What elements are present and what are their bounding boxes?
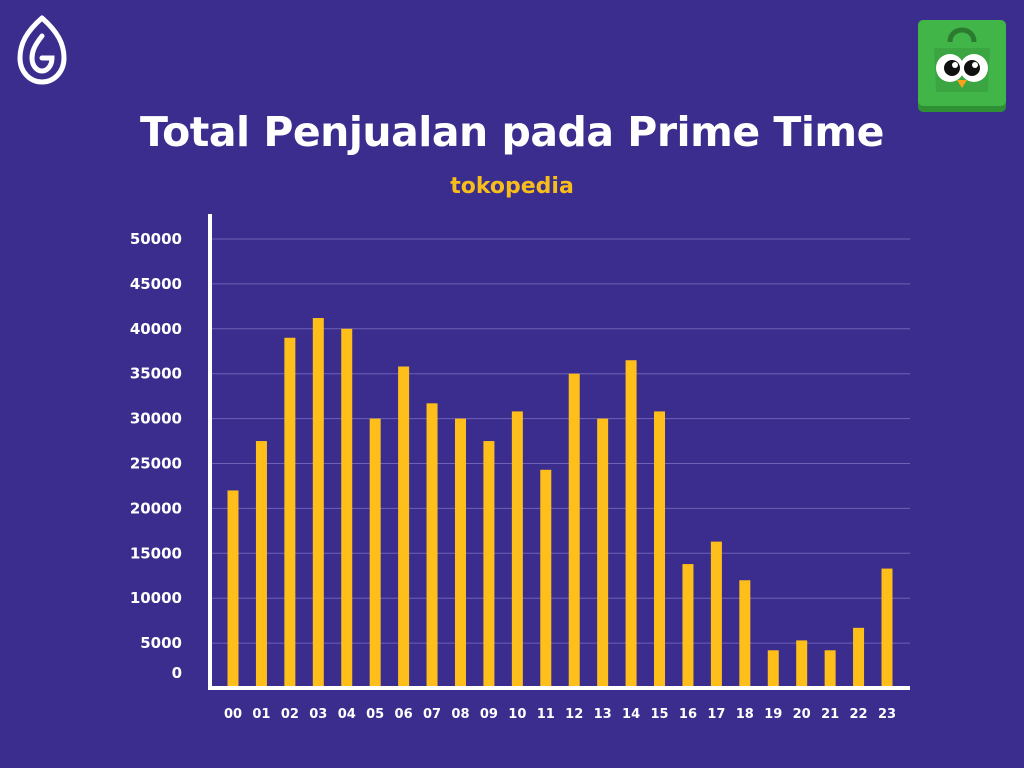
tokopedia-owl-bag-icon — [918, 20, 1006, 112]
bar-03 — [312, 318, 324, 688]
x-tick-label: 18 — [736, 707, 754, 722]
x-tick-label: 04 — [338, 707, 356, 722]
x-tick-label: 01 — [252, 707, 270, 722]
x-tick-label: 13 — [594, 707, 612, 722]
chart-subtitle: tokopedia — [450, 174, 574, 199]
bar-00 — [227, 490, 239, 688]
bar-12 — [568, 373, 580, 688]
y-tick-label: 15000 — [130, 544, 182, 562]
x-tick-label: 02 — [281, 707, 299, 722]
bar-06 — [398, 366, 410, 688]
bar-15 — [654, 411, 666, 688]
bar-17 — [710, 541, 722, 688]
bar-23 — [881, 568, 893, 688]
bar-04 — [341, 328, 353, 688]
x-tick-label: 03 — [309, 707, 327, 722]
x-tick-label: 17 — [707, 707, 725, 722]
x-tick-label: 08 — [451, 707, 469, 722]
bar-07 — [426, 403, 438, 688]
bar-21 — [824, 650, 836, 688]
gridlines — [210, 238, 910, 644]
x-tick-label: 20 — [793, 707, 811, 722]
y-tick-label: 35000 — [130, 365, 182, 383]
y-tick-label: 20000 — [130, 499, 182, 517]
bar-14 — [625, 360, 637, 688]
chart-title: Total Penjualan pada Prime Time — [140, 108, 884, 156]
bar-22 — [853, 627, 865, 688]
bar-11 — [540, 469, 552, 688]
x-tick-label: 21 — [821, 707, 839, 722]
bar-18 — [739, 580, 751, 688]
x-tick-label: 11 — [537, 707, 555, 722]
bar-16 — [682, 564, 694, 688]
bar-08 — [454, 418, 466, 688]
y-tick-label: 5000 — [140, 634, 182, 652]
x-tick-label: 07 — [423, 707, 441, 722]
bar-10 — [511, 411, 523, 688]
bar-09 — [483, 441, 495, 688]
bar-01 — [255, 441, 267, 688]
y-tick-label: 45000 — [130, 275, 182, 293]
x-tick-label: 00 — [224, 707, 242, 722]
y-tick-label: 40000 — [130, 320, 182, 338]
x-tick-label: 22 — [850, 707, 868, 722]
x-tick-label: 23 — [878, 707, 896, 722]
bar-20 — [796, 640, 808, 688]
bar-19 — [767, 650, 779, 688]
y-axis-tick-labels: 0 5000 10000 15000 20000 25000 30000 35000 40000… — [130, 230, 182, 682]
x-tick-label: 12 — [565, 707, 583, 722]
x-tick-label: 14 — [622, 707, 640, 722]
y-tick-label: 30000 — [130, 410, 182, 428]
leaf-logo-icon — [17, 15, 67, 85]
x-tick-label: 09 — [480, 707, 498, 722]
x-tick-label: 19 — [764, 707, 782, 722]
bar-05 — [369, 418, 381, 688]
y-tick-label: 0 — [172, 664, 182, 682]
bar-13 — [597, 418, 609, 688]
x-tick-label: 15 — [650, 707, 668, 722]
x-tick-label: 16 — [679, 707, 697, 722]
bar-02 — [284, 337, 296, 688]
y-tick-label: 25000 — [130, 455, 182, 473]
bars — [227, 318, 893, 688]
x-tick-label: 05 — [366, 707, 384, 722]
y-tick-label: 10000 — [130, 589, 182, 607]
x-tick-label: 10 — [508, 707, 526, 722]
x-axis-tick-labels: 00 01 02 03 04 05 06 07 08 09 10 11 12 13 14 15 16 17 18 19… — [224, 707, 896, 722]
y-tick-label: 50000 — [130, 230, 182, 248]
x-tick-label: 06 — [395, 707, 413, 722]
